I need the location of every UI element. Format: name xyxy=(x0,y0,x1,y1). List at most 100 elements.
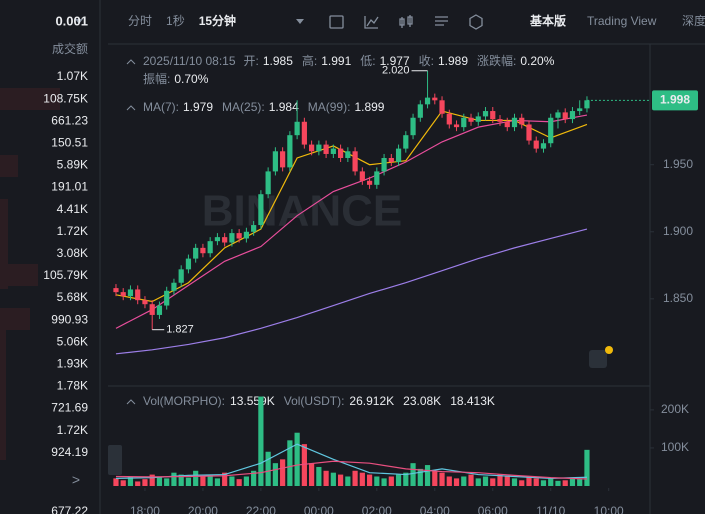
volume-bar xyxy=(178,474,184,486)
view-tab[interactable]: Trading View xyxy=(587,14,657,28)
candle-body xyxy=(214,237,221,242)
panel-handle[interactable] xyxy=(108,445,122,475)
candle-body xyxy=(482,111,489,117)
volume-bar xyxy=(533,478,539,486)
candle-body xyxy=(149,304,155,315)
dropdown-arrow[interactable] xyxy=(75,19,83,24)
candle-body xyxy=(120,292,126,297)
candle-body xyxy=(251,225,257,232)
depth-bar xyxy=(0,88,60,110)
column-header: 成交额 xyxy=(52,41,88,56)
dropdown-arrow[interactable] xyxy=(296,19,304,24)
volume-bar xyxy=(193,470,199,486)
candle-body xyxy=(345,151,351,158)
volume-ma-line xyxy=(115,460,587,480)
settings-icon[interactable] xyxy=(435,16,448,26)
indicator-icon[interactable] xyxy=(364,16,379,29)
candle-body xyxy=(265,171,271,195)
candle-body xyxy=(330,148,336,154)
sidebar-row: 1.72K xyxy=(57,423,88,437)
volume-bar xyxy=(287,440,293,486)
collapse-toggle[interactable] xyxy=(126,59,136,65)
volume-bar xyxy=(395,474,402,486)
volume-bar xyxy=(555,480,561,486)
toolbar-icons xyxy=(329,14,483,30)
interval-tab[interactable]: 15分钟 xyxy=(199,13,236,28)
candle-body xyxy=(222,237,228,243)
watermark: BINANCE xyxy=(202,187,402,236)
view-tab[interactable]: 基本版 xyxy=(529,13,566,28)
interval-tab[interactable]: 分时 xyxy=(128,14,152,28)
last-price-label: 1.998 xyxy=(660,92,690,106)
volume-bar xyxy=(439,472,445,486)
volume-bar xyxy=(222,472,228,486)
collapse-toggle[interactable] xyxy=(126,399,136,405)
sidebar-row: 924.19 xyxy=(51,445,88,459)
info-value: 0.20% xyxy=(520,54,554,68)
info-label: 收: xyxy=(419,54,434,68)
calendar-icon[interactable] xyxy=(329,15,344,29)
candle-body xyxy=(533,140,539,149)
vol-value: 26.912K xyxy=(349,394,394,408)
step-selector[interactable]: 0.001 xyxy=(55,13,88,28)
volume-bar xyxy=(381,478,387,486)
volume-bar xyxy=(272,463,278,486)
interval-tab[interactable]: 1秒 xyxy=(166,14,185,28)
volume-bar xyxy=(569,478,576,486)
candle-body xyxy=(374,171,380,185)
volume-ma-line xyxy=(115,443,587,479)
info-value: 0.70% xyxy=(174,72,208,86)
vol-ma-value: 23.08K xyxy=(403,394,441,408)
sidebar-row: 191.01 xyxy=(51,180,88,194)
volume-bar xyxy=(490,478,496,486)
vol-ma-value: 18.413K xyxy=(450,394,495,408)
candle-body xyxy=(200,247,206,254)
sidebar-row: 150.51 xyxy=(51,135,88,149)
info-value: 1.989 xyxy=(438,54,468,68)
volume-bar xyxy=(120,480,126,486)
volume-bar xyxy=(417,468,423,486)
volume-bar xyxy=(200,476,206,486)
candle-body xyxy=(577,108,583,112)
view-tab[interactable]: 深度 xyxy=(682,13,705,28)
volume-bar xyxy=(562,480,568,486)
volume-bar xyxy=(446,476,452,486)
more-arrow[interactable]: > xyxy=(72,472,80,488)
candle-body xyxy=(359,171,365,181)
sidebar-shading xyxy=(0,88,60,460)
candle-body xyxy=(272,151,278,172)
x-tick-label: 11/10 xyxy=(536,504,565,514)
volume-bar xyxy=(127,476,134,486)
candle-body xyxy=(504,121,510,128)
candle-body xyxy=(569,111,576,120)
candle-body xyxy=(410,117,416,136)
info-value: 1.984 xyxy=(269,100,299,114)
collapse-toggle[interactable] xyxy=(126,105,136,111)
volume-bar xyxy=(185,477,192,486)
candle-body xyxy=(193,247,199,259)
info-label: MA(99): xyxy=(308,100,351,114)
candle-body xyxy=(519,117,525,125)
sidebar-row: 5.06K xyxy=(57,334,88,348)
volume-bar xyxy=(519,480,525,486)
candle-body xyxy=(113,288,119,293)
volume-bar xyxy=(345,476,351,486)
x-tick-label: 18:00 xyxy=(130,504,160,514)
volume-bar xyxy=(352,470,358,486)
candle-body xyxy=(142,300,148,305)
volume-bar xyxy=(309,463,315,486)
logo-badge[interactable] xyxy=(589,350,607,368)
candle-icon[interactable] xyxy=(399,15,413,28)
candle-body xyxy=(127,289,134,297)
sidebar-row: 5.68K xyxy=(57,290,88,304)
badge-dot xyxy=(605,346,613,354)
hex-icon[interactable] xyxy=(469,14,483,30)
candle-body xyxy=(323,144,329,154)
sidebar-row: 1.93K xyxy=(57,356,88,370)
annotation-label: 1.827 xyxy=(166,324,194,336)
sidebar-row: 1.07K xyxy=(57,69,88,83)
sidebar-row: 661.23 xyxy=(51,113,88,127)
volume-bar xyxy=(482,476,489,486)
volume-bar xyxy=(316,466,322,486)
